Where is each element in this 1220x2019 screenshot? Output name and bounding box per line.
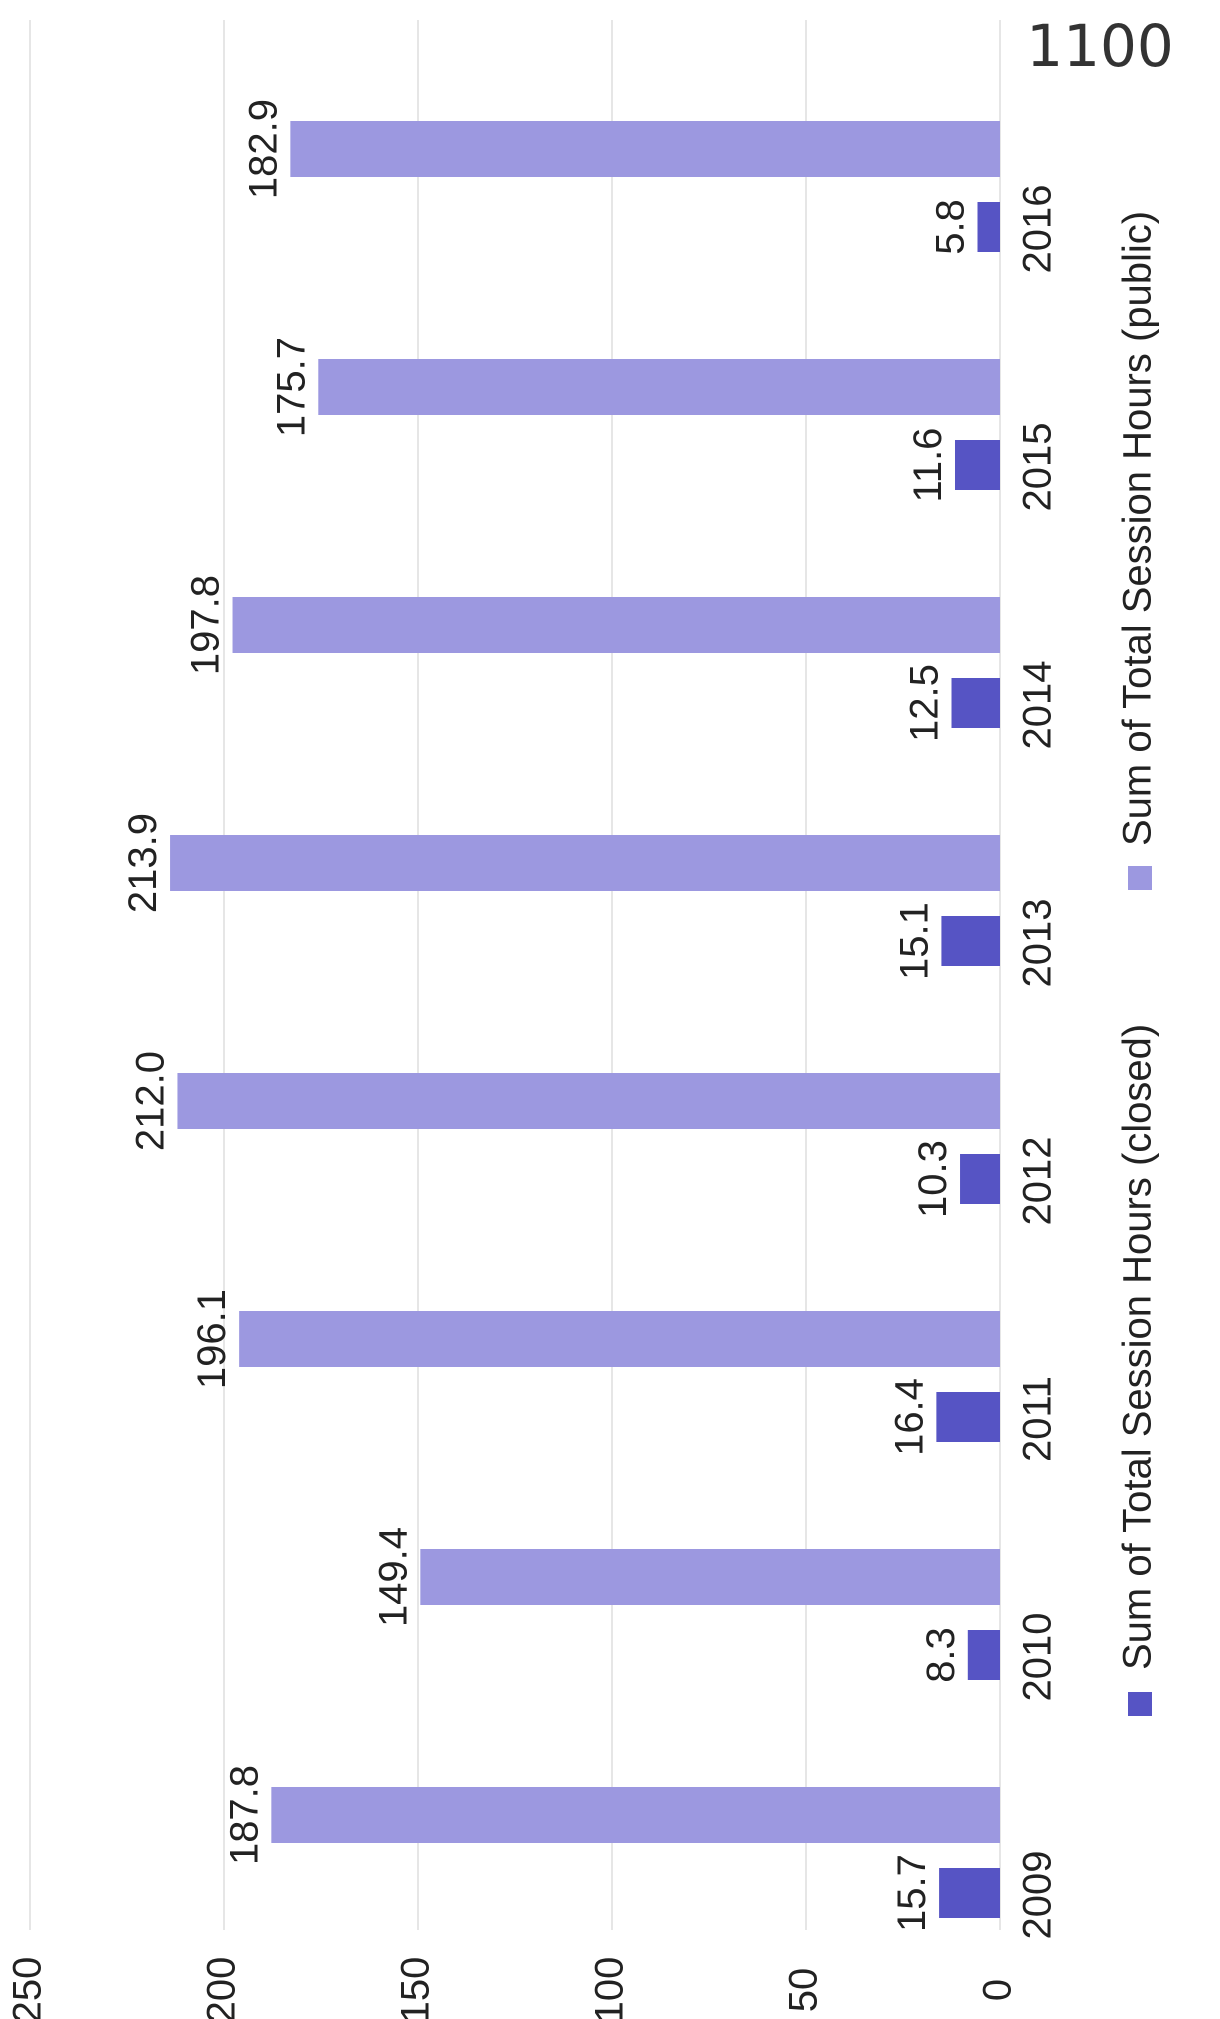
data-label-closed-2009: 15.7 [890, 1854, 934, 1932]
bar-closed-2010 [967, 1630, 1000, 1680]
bar-public-2009 [271, 1787, 1000, 1843]
bar-closed-2013 [941, 916, 1000, 966]
category-label-2011: 2011 [1016, 1376, 1060, 1462]
bar-public-2016 [290, 121, 1000, 177]
bar-closed-2015 [954, 440, 1000, 490]
legend-label-public: Sum of Total Session Hours (public) [1116, 211, 1160, 846]
bar-closed-2014 [951, 678, 1000, 728]
data-labels: 15.7 187.8 8.3 149.4 16.4 196.1 10.3 212.0 15.1 2… [121, 99, 972, 1932]
value-tick-label: 0 [976, 1979, 1020, 2001]
legend-label-closed: Sum of Total Session Hours (closed) [1116, 1024, 1160, 1670]
value-tick-label: 200 [200, 1957, 244, 2019]
category-label-2015: 2015 [1016, 423, 1060, 512]
data-label-public-2011: 196.1 [190, 1289, 234, 1389]
legend: Sum of Total Session Hours (closed) Sum … [1116, 211, 1160, 1716]
category-label-2014: 2014 [1016, 661, 1060, 750]
bars [170, 121, 1000, 1918]
value-axis-ticks: 0 50 100 150 200 250 [6, 1957, 1020, 2019]
data-label-public-2013: 213.9 [121, 813, 165, 913]
category-label-2016: 2016 [1016, 185, 1060, 274]
value-tick-label: 250 [6, 1957, 50, 2019]
legend-swatch-closed [1128, 1692, 1152, 1716]
data-label-public-2012: 212.0 [128, 1051, 172, 1151]
data-label-closed-2010: 8.3 [919, 1627, 963, 1683]
category-label-2010: 2010 [1016, 1613, 1060, 1702]
bar-public-2010 [420, 1549, 1000, 1605]
data-label-public-2015: 175.7 [269, 337, 313, 437]
data-label-closed-2012: 10.3 [911, 1140, 955, 1218]
data-label-public-2016: 182.9 [241, 99, 285, 199]
handwritten-annotation: 1100 [1026, 12, 1174, 80]
value-tick-label: 100 [588, 1957, 632, 2019]
data-label-closed-2016: 5.8 [928, 199, 972, 255]
category-label-2013: 2013 [1016, 899, 1060, 988]
legend-swatch-public [1128, 866, 1152, 890]
data-label-public-2014: 197.8 [184, 575, 228, 675]
bar-closed-2012 [960, 1154, 1000, 1204]
data-label-closed-2014: 12.5 [903, 664, 947, 742]
bar-public-2012 [177, 1073, 1000, 1129]
value-tick-label: 50 [782, 1968, 826, 2013]
data-label-public-2009: 187.8 [222, 1765, 266, 1865]
data-label-closed-2011: 16.4 [887, 1378, 931, 1456]
data-label-closed-2013: 15.1 [892, 902, 936, 980]
bar-public-2011 [239, 1311, 1000, 1367]
category-axis-labels: 2009 2010 2011 2012 2013 2014 2015 2016 [1016, 185, 1060, 1940]
category-label-2012: 2012 [1016, 1137, 1060, 1226]
bar-closed-2009 [939, 1868, 1000, 1918]
bar-closed-2016 [977, 202, 1000, 252]
bar-public-2015 [318, 359, 1000, 415]
gridlines [29, 20, 1001, 1930]
bar-closed-2011 [936, 1392, 1000, 1442]
category-label-2009: 2009 [1016, 1851, 1060, 1940]
bar-public-2013 [170, 835, 1000, 891]
bar-public-2014 [232, 597, 1000, 653]
data-label-public-2010: 149.4 [371, 1527, 415, 1627]
data-label-closed-2015: 11.6 [906, 428, 950, 503]
value-tick-label: 150 [394, 1957, 438, 2019]
